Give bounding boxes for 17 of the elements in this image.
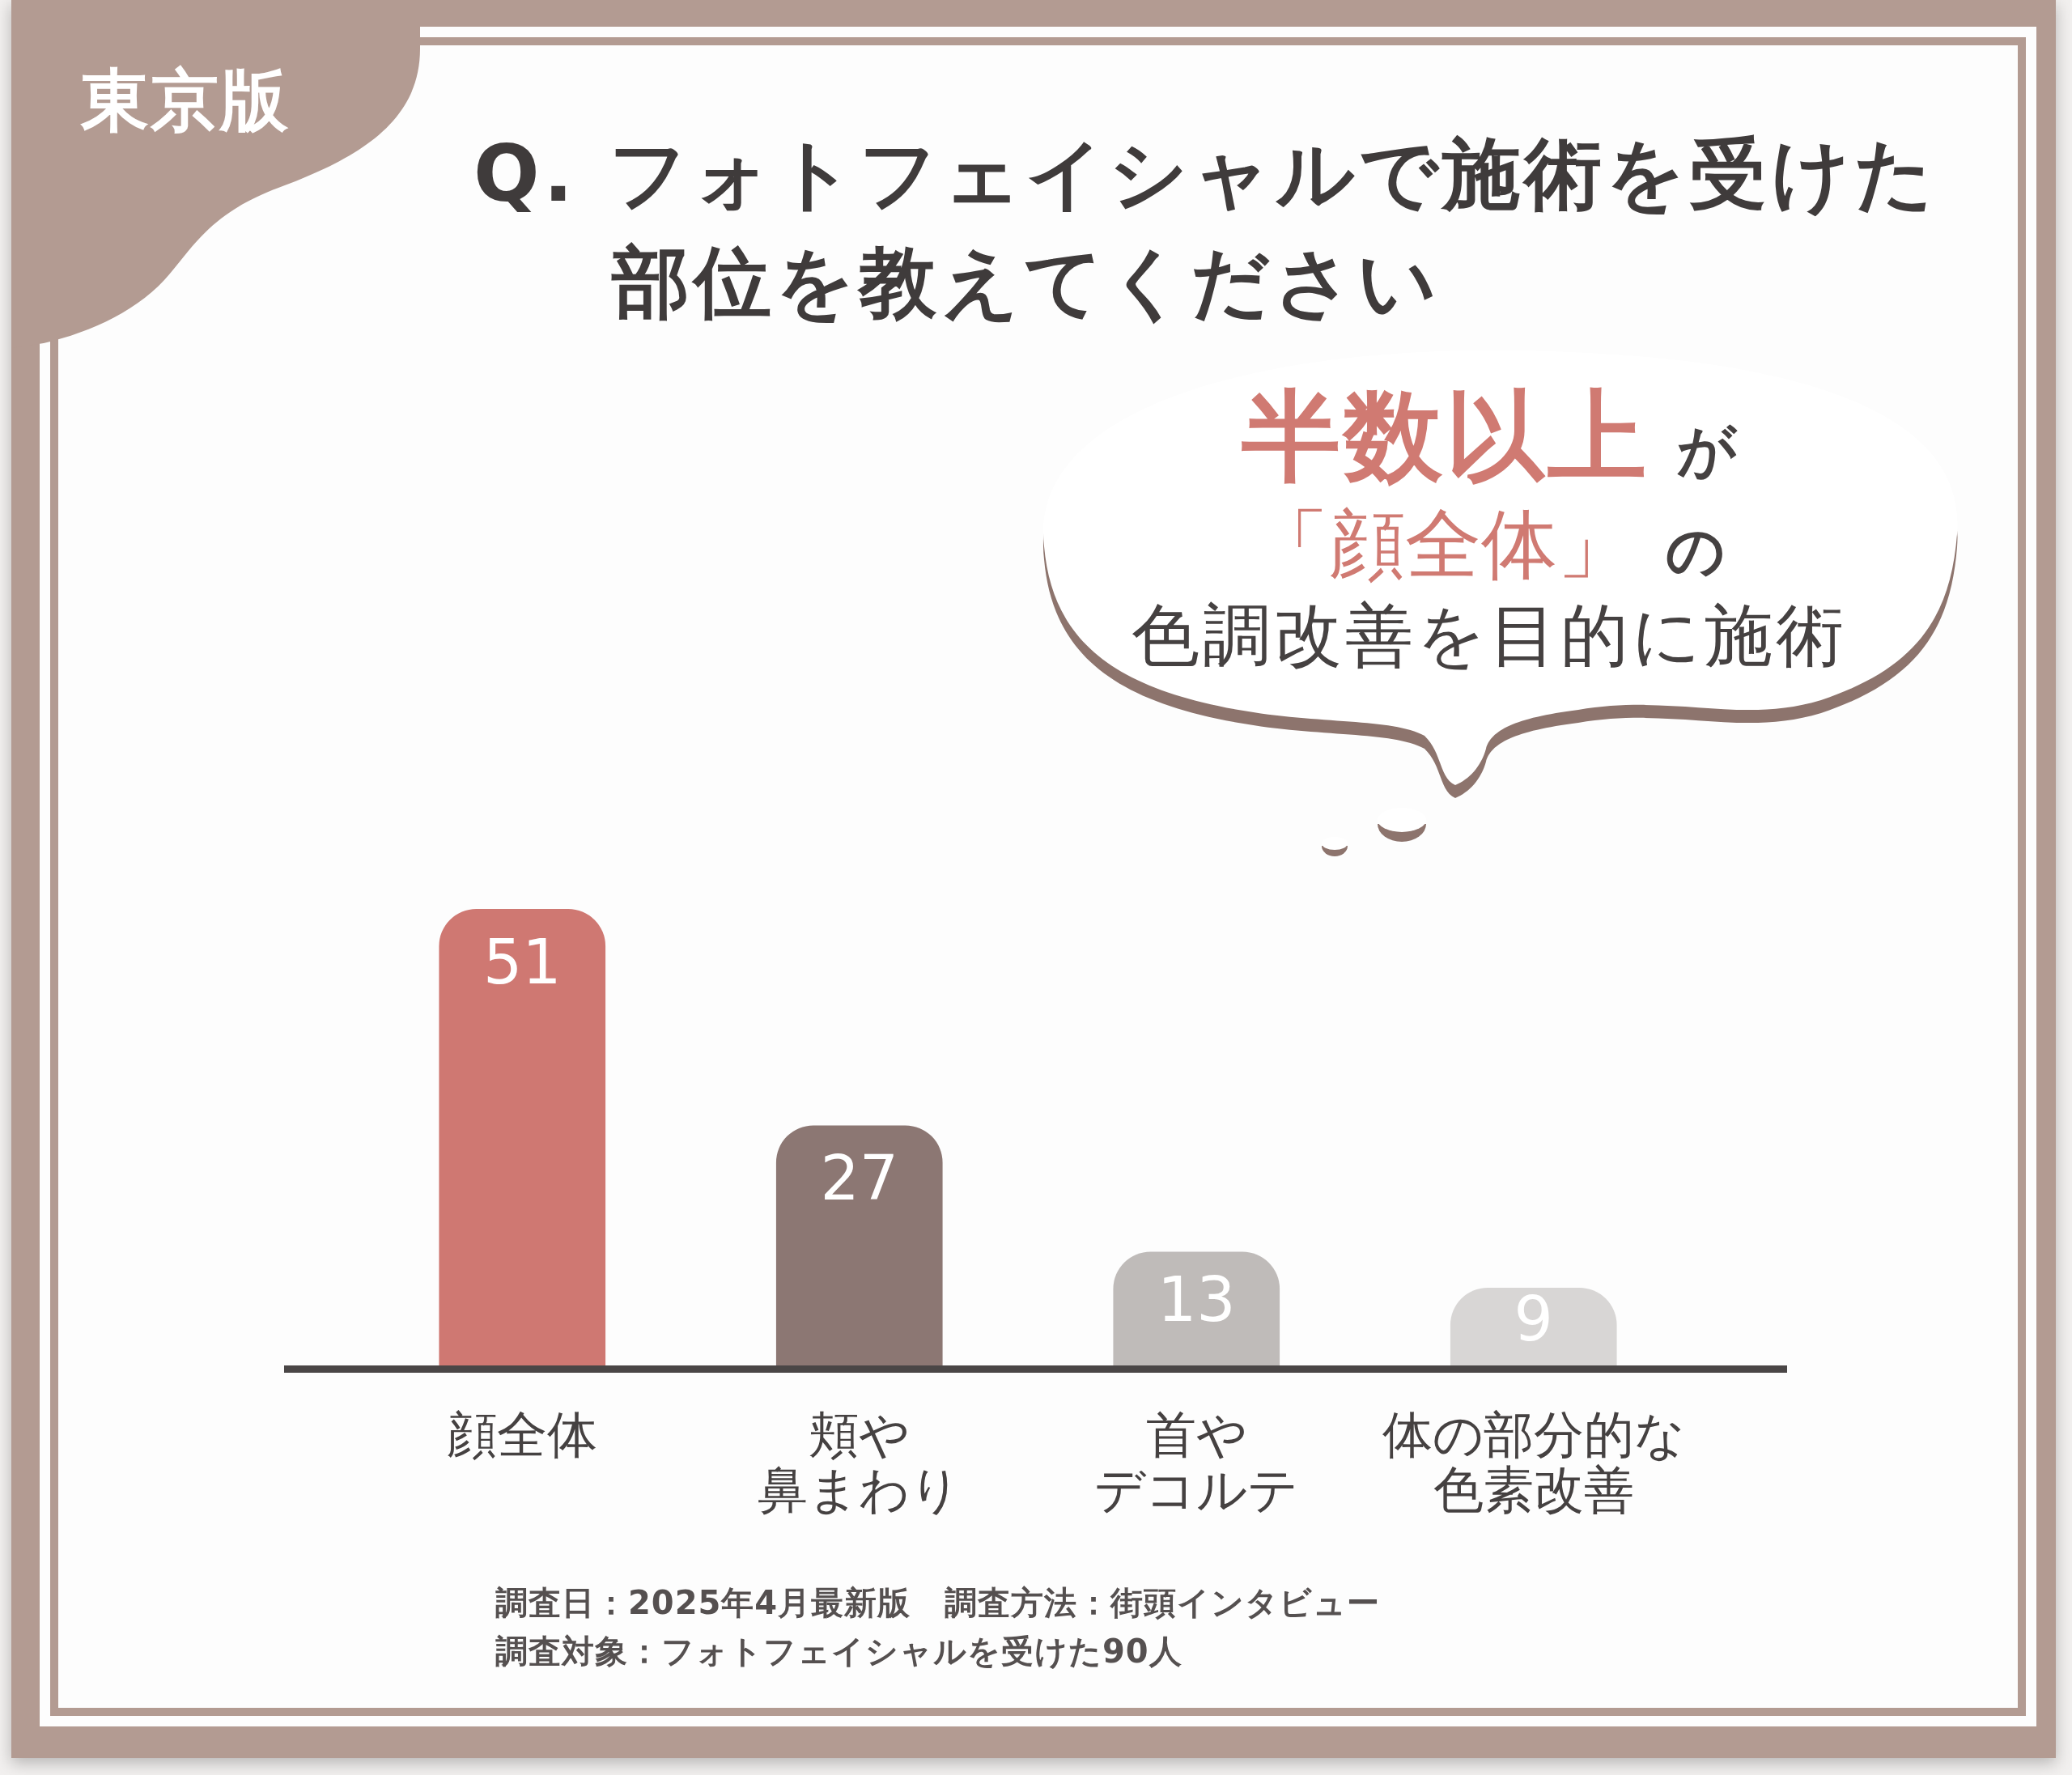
x-tick-label: 顔全体 xyxy=(447,1404,598,1464)
data-label: 51 xyxy=(482,926,562,999)
text: 「顔全体」 xyxy=(1253,500,1633,588)
data-label: 13 xyxy=(1157,1263,1236,1335)
text: 調査方法：街頭インタビュー xyxy=(945,1584,1380,1621)
text: 調査対象：フォトフェイシャルを受けた90人 xyxy=(495,1633,1182,1670)
text: の xyxy=(1666,516,1726,584)
x-tick-label: 体の部分的な色素改善 xyxy=(1382,1404,1685,1520)
x-tick-label: 首やデコルテ xyxy=(1094,1404,1299,1520)
text: 半数以上 xyxy=(1242,379,1650,494)
text: 色調改善を目的に施術 xyxy=(1132,596,1847,675)
text: 東京版 xyxy=(81,61,290,140)
data-label: 27 xyxy=(820,1142,899,1215)
text: が xyxy=(1677,416,1737,484)
x-tick-label: 頬や鼻まわり xyxy=(758,1404,962,1520)
chart-title: Q. フォトフェイシャルで施術を受けた部位を教えてください xyxy=(473,128,1938,329)
text: 調査日：2025年4月最新版 xyxy=(495,1584,911,1621)
